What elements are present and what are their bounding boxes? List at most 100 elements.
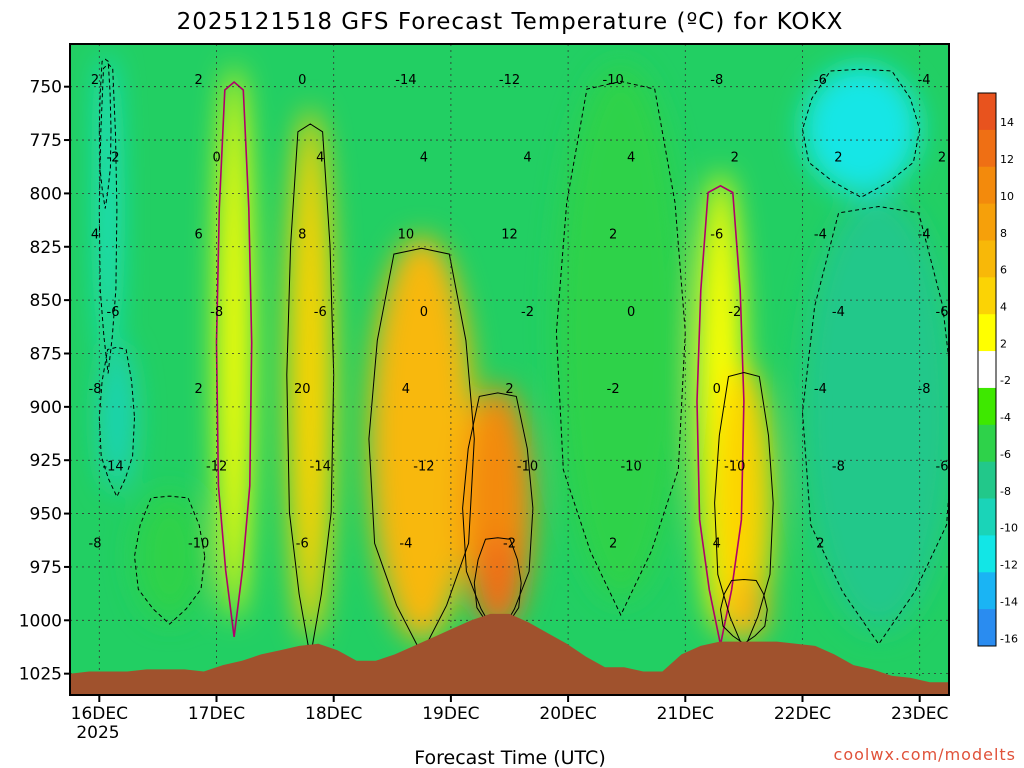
- isotherm-value-label: -8: [210, 305, 223, 320]
- pressure-tick-label: 825: [30, 238, 62, 258]
- isotherm-value-label: -6: [296, 537, 309, 552]
- temperature-field-region: [714, 364, 774, 642]
- isotherm-value-label: -10: [517, 459, 538, 474]
- colorbar-swatch: [978, 424, 996, 463]
- colorbar-tick-label: -4: [1000, 411, 1011, 424]
- isotherm-value-label: -2: [107, 150, 120, 165]
- isotherm-line: [215, 80, 253, 638]
- contour-label-layer: 2 2 0 -14 -12 -10 -8 -6 -4-2 0 4 4 4 4 2 2 24 6 8 10 12 2 -6 -4…: [89, 73, 949, 552]
- isotherm-value-label: -6: [814, 73, 827, 88]
- temperature-field-region: [368, 236, 475, 642]
- pressure-tick-label: 950: [30, 505, 62, 525]
- isotherm-value-label: -2: [503, 537, 516, 552]
- temperature-field-region: [99, 54, 117, 365]
- temperature-field-region: [802, 193, 949, 631]
- time-tick-label: 19DEC: [422, 704, 479, 724]
- isotherm-value-label: -6: [710, 228, 723, 243]
- source-credit: coolwx.com/modelts: [834, 745, 1016, 764]
- isotherm-value-label: -8: [832, 459, 845, 474]
- pressure-tick-label: 1000: [19, 611, 62, 631]
- colorbar-swatch: [978, 535, 996, 573]
- pressure-tick-label: 900: [30, 398, 62, 418]
- colorbar-swatch: [978, 461, 996, 500]
- isotherm-value-label: -2: [607, 382, 620, 397]
- temperature-field-region: [134, 492, 205, 621]
- isotherm-value-label: -6: [936, 305, 949, 320]
- isotherm-line: [801, 205, 949, 645]
- isotherm-value-label: -4: [832, 305, 845, 320]
- isotherm-value-label: 2: [609, 228, 617, 243]
- isotherm-value-label: 2: [609, 537, 617, 552]
- colorbar-tick-label: -12: [1000, 559, 1018, 572]
- colorbar-swatch: [978, 609, 996, 647]
- time-tick-label: 16DEC: [71, 704, 128, 724]
- isotherm-line: [462, 392, 534, 640]
- temperature-field-region: [99, 342, 135, 493]
- isotherm-value-label: -6: [936, 459, 949, 474]
- colorbar-swatch: [978, 387, 996, 426]
- colorbar-tick-label: -8: [1000, 485, 1011, 498]
- isotherm-value-label: 2: [194, 382, 202, 397]
- colorbar-swatch: [978, 203, 996, 241]
- isotherm-value-label: 0: [298, 73, 306, 88]
- time-axis: 16DEC 17DEC 18DEC 19DEC 20DEC 21DEC 22DEC 23DEC: [71, 695, 948, 724]
- isotherm-value-label: -4: [814, 382, 827, 397]
- isotherm-value-label: -8: [89, 382, 102, 397]
- colorbar-tick-label: 14: [1000, 116, 1014, 129]
- isotherm-line: [133, 495, 206, 625]
- isotherm-line: [714, 371, 774, 652]
- isotherm-value-label: -12: [413, 459, 434, 474]
- time-tick-label: 22DEC: [774, 704, 831, 724]
- time-tick-label: 21DEC: [657, 704, 714, 724]
- isotherm-value-label: -14: [310, 459, 331, 474]
- isotherm-value-label: -10: [188, 537, 209, 552]
- isotherm-value-label: 4: [402, 382, 410, 397]
- pressure-tick-label: 775: [30, 131, 62, 151]
- time-tick-label: 18DEC: [305, 704, 362, 724]
- temperature-field-region: [216, 65, 252, 621]
- pressure-tick-label: 875: [30, 344, 62, 364]
- isotherm-value-label: -4: [399, 537, 412, 552]
- year-label: 2025: [76, 723, 119, 743]
- isotherm-value-label: 6: [194, 228, 202, 243]
- colorbar-tick-label: -2: [1000, 374, 1011, 387]
- isotherm-value-label: 4: [713, 537, 721, 552]
- plot-area: [70, 44, 949, 695]
- isotherm-value-label: -10: [724, 459, 745, 474]
- isotherm-value-label: -14: [102, 459, 123, 474]
- x-axis-title: Forecast Time (UTC): [414, 747, 605, 768]
- isotherm-value-label: -12: [499, 73, 520, 88]
- isotherm-value-label: 0: [420, 305, 428, 320]
- time-tick-label: 17DEC: [188, 704, 245, 724]
- isotherm-value-label: -10: [621, 459, 642, 474]
- isotherm-value-label: -2: [521, 305, 534, 320]
- isotherm-line: [98, 63, 118, 374]
- colorbar-swatch: [978, 572, 996, 610]
- temperature-field-region: [556, 65, 686, 599]
- isotherm-value-label: 4: [316, 150, 324, 165]
- colorbar-swatch: [978, 93, 996, 131]
- isotherm-value-label: -4: [918, 73, 931, 88]
- isotherm-value-label: 2: [731, 150, 739, 165]
- colorbar-tick-label: 12: [1000, 153, 1014, 166]
- isotherm-value-label: -12: [206, 459, 227, 474]
- isotherm-value-label: 4: [91, 228, 99, 243]
- chart-title: 2025121518 GFS Forecast Temperature (ºC)…: [177, 9, 844, 35]
- isotherm-value-label: 2: [194, 73, 202, 88]
- colorbar-swatch: [978, 314, 996, 352]
- temperature-fill-layer: [99, 54, 949, 642]
- plot-frame: [69, 43, 950, 696]
- colorbar-swatch: [978, 351, 996, 389]
- colorbar: 14 12 10 8 6 4 2 -2 -4 -6 -8 -10 -12 -14 -16: [977, 92, 1018, 647]
- isotherm-value-label: 10: [398, 228, 415, 243]
- colorbar-tick-label: -10: [1000, 522, 1018, 535]
- isotherm-value-label: -14: [395, 73, 416, 88]
- isotherm-value-label: -4: [918, 228, 931, 243]
- terrain-surface: [70, 613, 949, 695]
- isotherm-line: [719, 578, 768, 645]
- isotherm-value-label: -8: [918, 382, 931, 397]
- isotherm-value-label: 8: [298, 228, 306, 243]
- isotherm-value-label: 20: [294, 382, 311, 397]
- pressure-axis: 750 775 800 825 850 875 900 925 950 975 1000 1025: [19, 78, 70, 685]
- time-tick-label: 23DEC: [891, 704, 948, 724]
